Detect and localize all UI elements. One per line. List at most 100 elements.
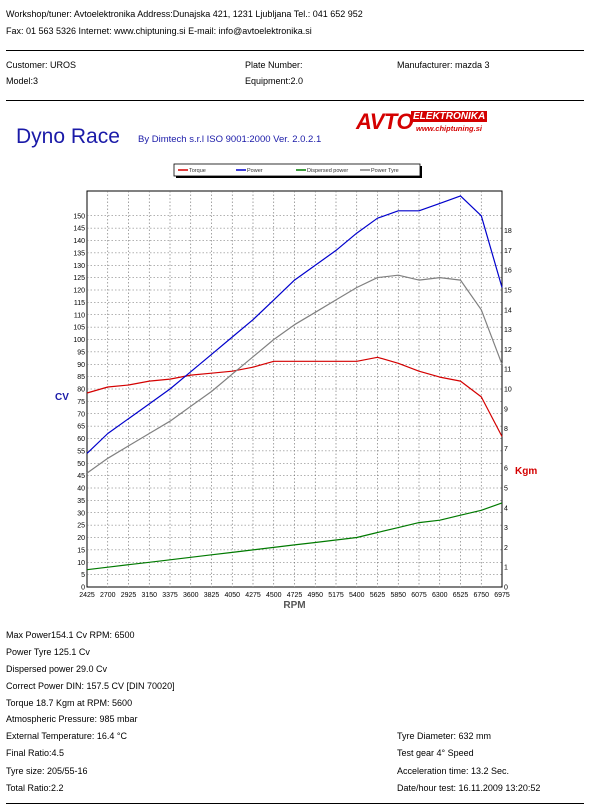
x-tick-label: 6750	[473, 592, 489, 599]
y-left-tick-label: 120	[73, 288, 85, 295]
y-right-axis-label: Kgm	[515, 466, 537, 477]
y-left-tick-label: 60	[77, 436, 85, 443]
series-line-dispersed-power	[86, 502, 503, 571]
legend-label: Dispersed power	[307, 168, 348, 174]
logo-avto: AVTO	[356, 109, 414, 134]
x-tick-label: 6975	[494, 592, 510, 599]
y-right-tick-label: 4	[504, 505, 508, 512]
legend-label: Power	[247, 168, 263, 174]
logo-url: www.chiptuning.si	[416, 124, 482, 133]
x-tick-label: 5850	[390, 592, 406, 599]
y-left-tick-label: 20	[77, 535, 85, 542]
y-right-tick-label: 16	[504, 268, 512, 275]
x-tick-label: 3600	[183, 592, 199, 599]
y-right-tick-label: 3	[504, 525, 508, 532]
y-left-tick-label: 140	[73, 238, 85, 245]
x-tick-label: 2700	[100, 592, 116, 599]
stat-line-left: Atmospheric Pressure: 985 mbar	[6, 714, 138, 724]
y-left-tick-label: 50	[77, 461, 85, 468]
page-subtitle: By Dimtech s.r.l ISO 9001:2000 Ver. 2.0.…	[138, 134, 322, 145]
y-right-tick-label: 1	[504, 565, 508, 572]
y-right-tick-label: 8	[504, 426, 508, 433]
y-left-tick-label: 150	[73, 213, 85, 220]
series-line-power	[86, 195, 503, 454]
y-left-tick-label: 35	[77, 498, 85, 505]
y-left-tick-label: 135	[73, 250, 85, 257]
x-tick-label: 5175	[328, 592, 344, 599]
stat-line-left: Dispersed power 29.0 Cv	[6, 664, 108, 674]
equipment-label: Equipment:2.0	[245, 76, 304, 86]
x-tick-label: 6075	[411, 592, 427, 599]
y-right-tick-label: 17	[504, 248, 512, 255]
y-left-tick-label: 70	[77, 411, 85, 418]
y-right-tick-label: 14	[504, 307, 512, 314]
x-tick-label: 3375	[162, 592, 178, 599]
dyno-chart: 2425 2700 2925 3150 3375 3600 3825 4050 4275 4500…	[55, 163, 537, 611]
y-left-tick-label: 65	[77, 424, 85, 431]
y-right-tick-label: 0	[504, 585, 508, 592]
y-left-tick-label: 40	[77, 486, 85, 493]
workshop-line: Workshop/tuner: Avtoelektronika Address:…	[6, 9, 363, 19]
y-left-tick-label: 125	[73, 275, 85, 282]
x-tick-label: 5625	[370, 592, 386, 599]
y-right-tick-label: 5	[504, 486, 508, 493]
x-tick-label: 6300	[432, 592, 448, 599]
divider-mid	[6, 100, 584, 101]
y-right-tick-label: 10	[504, 387, 512, 394]
manufacturer-label: Manufacturer: mazda 3	[397, 60, 490, 70]
y-right-tick-label: 13	[504, 327, 512, 334]
y-right-tick-label: 7	[504, 446, 508, 453]
y-left-tick-label: 80	[77, 387, 85, 394]
logo-elektronika: ELEKTRONIKA	[411, 111, 488, 122]
stat-line-right: Date/hour test: 16.11.2009 13:20:52	[397, 783, 541, 793]
y-left-axis-label: CV	[55, 392, 69, 403]
customer-label: Customer: UROS	[6, 60, 77, 70]
y-left-tick-label: 145	[73, 226, 85, 233]
y-left-tick-label: 105	[73, 325, 85, 332]
y-left-tick-label: 95	[77, 349, 85, 356]
x-tick-label: 4275	[245, 592, 261, 599]
y-left-tick-label: 0	[81, 585, 85, 592]
x-tick-label: 5400	[349, 592, 365, 599]
x-tick-label: 4725	[287, 592, 303, 599]
y-left-tick-label: 110	[74, 312, 85, 319]
stat-line-left: Total Ratio:2.2	[6, 783, 64, 793]
y-left-tick-label: 45	[77, 473, 85, 480]
y-left-tick-label: 55	[77, 448, 85, 455]
stat-line-left: Max Power154.1 Cv RPM: 6500	[6, 630, 135, 640]
x-tick-label: 4950	[307, 592, 323, 599]
y-left-tick-label: 25	[77, 523, 85, 530]
y-left-tick-label: 100	[73, 337, 85, 344]
x-tick-label: 2925	[121, 592, 137, 599]
series-line-power-tyre	[86, 274, 503, 474]
y-right-tick-label: 18	[504, 228, 512, 235]
stat-line-left: Torque 18.7 Kgm at RPM: 5600	[6, 698, 133, 708]
stat-line-right: Acceleration time: 13.2 Sec.	[397, 766, 510, 776]
contact-line: Fax: 01 563 5326 Internet: www.chiptunin…	[6, 26, 312, 36]
x-tick-label: 3150	[141, 592, 157, 599]
series-line-torque	[86, 356, 503, 437]
x-tick-label: 2425	[79, 592, 95, 599]
x-axis-label: RPM	[283, 600, 305, 611]
divider-bottom	[6, 803, 584, 804]
y-right-tick-label: 11	[504, 367, 511, 374]
y-left-tick-label: 5	[81, 572, 85, 579]
stat-line-left: External Temperature: 16.4 °C	[6, 731, 127, 741]
x-tick-label: 4500	[266, 592, 282, 599]
y-right-tick-label: 6	[504, 466, 508, 473]
stat-line-left: Tyre size: 205/55-16	[6, 766, 88, 776]
stat-line-right: Test gear 4° Speed	[397, 748, 474, 758]
y-left-tick-label: 90	[77, 362, 85, 369]
page-title: Dyno Race	[16, 125, 120, 148]
y-left-tick-label: 30	[77, 510, 85, 517]
legend-label: Power Tyre	[371, 168, 399, 174]
stat-line-left: Correct Power DIN: 157.5 CV [DIN 70020]	[6, 681, 175, 691]
x-tick-label: 3825	[204, 592, 220, 599]
x-tick-label: 4050	[224, 592, 240, 599]
stat-line-left: Final Ratio:4.5	[6, 748, 65, 758]
y-left-tick-label: 10	[77, 560, 85, 567]
y-right-tick-label: 12	[504, 347, 512, 354]
y-left-tick-label: 15	[77, 547, 85, 554]
y-left-tick-label: 75	[77, 399, 85, 406]
y-left-tick-label: 85	[77, 374, 85, 381]
